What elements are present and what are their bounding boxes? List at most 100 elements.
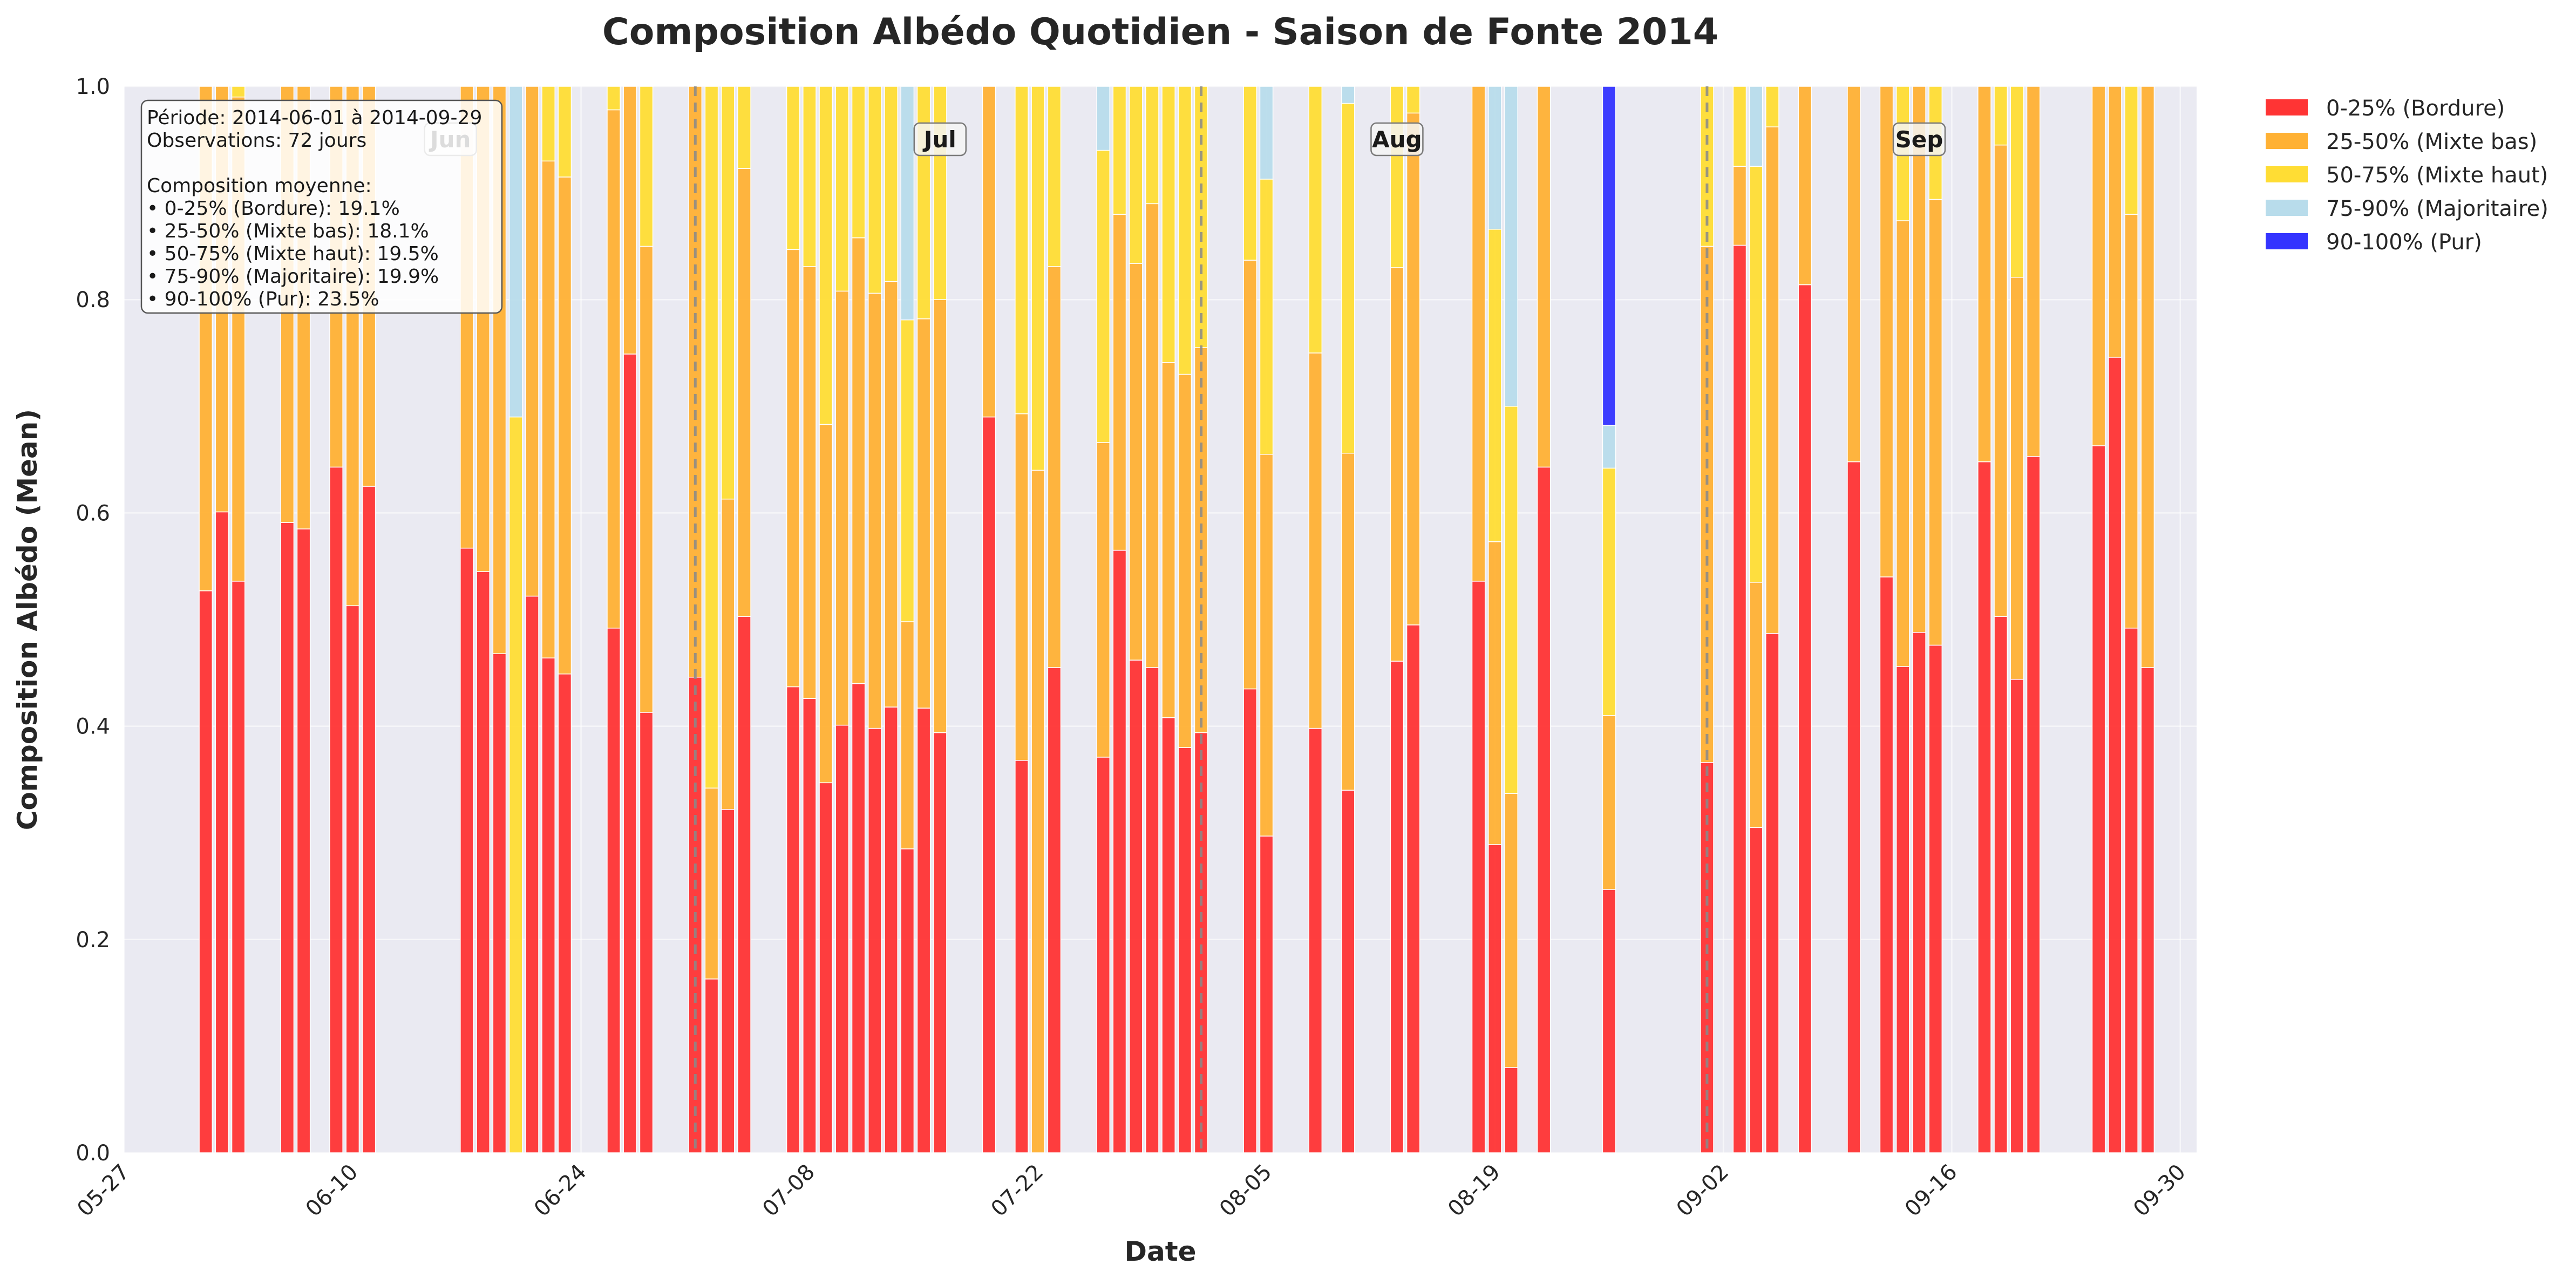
bar-segment	[1700, 762, 1714, 1153]
y-axis-label: Composition Albédo (Mean)	[12, 409, 43, 830]
bar-segment	[280, 522, 295, 1153]
bar-segment	[2010, 678, 2024, 1153]
bar-segment	[1047, 86, 1062, 267]
bar-segment	[296, 528, 311, 1153]
bar-segment	[1487, 86, 1502, 230]
bar-segment	[1977, 86, 1992, 463]
bar-segment	[1928, 644, 1943, 1153]
bar-segment	[2124, 214, 2138, 629]
bar-segment	[721, 808, 735, 1153]
bar-segment	[1047, 266, 1062, 668]
bar-segment	[1487, 844, 1502, 1153]
bar-segment	[215, 511, 229, 1153]
bar-segment	[704, 787, 719, 980]
bar-segment	[1308, 86, 1323, 354]
bar-segment	[1047, 667, 1062, 1153]
bar-segment	[1895, 220, 1910, 667]
bar-segment	[2091, 86, 2106, 446]
legend-swatch	[2266, 99, 2308, 115]
bar-segment	[1178, 747, 1192, 1153]
bar-segment	[623, 354, 637, 1153]
legend-swatch	[2266, 133, 2308, 149]
bar-segment	[2124, 86, 2138, 215]
bar-segment	[737, 616, 751, 1153]
bar-segment	[508, 416, 523, 1153]
bar-segment	[1096, 86, 1111, 151]
bar-segment	[1537, 466, 1551, 1153]
bar-segment	[541, 160, 555, 658]
bar-segment	[803, 698, 817, 1153]
bar-segment	[1308, 728, 1323, 1153]
bar-segment	[1112, 549, 1127, 1153]
bar-segment	[1879, 576, 1894, 1153]
bar-segment	[851, 237, 866, 684]
bar-segment	[1732, 244, 1747, 1153]
bar-segment	[1602, 467, 1616, 716]
bar-segment	[1341, 452, 1355, 791]
bar-segment	[1749, 582, 1763, 828]
bar-segment	[803, 86, 817, 267]
bar-segment	[868, 728, 882, 1153]
bar-segment	[1504, 86, 1518, 407]
bar-segment	[1749, 86, 1763, 167]
bar-segment	[460, 547, 474, 1153]
stats-line: Observations: 72 jours	[147, 130, 366, 152]
bar-segment	[1895, 666, 1910, 1153]
y-tick-label: 0.8	[76, 288, 110, 312]
stats-line: Composition moyenne:	[147, 175, 372, 197]
bar-segment	[721, 86, 735, 500]
legend-swatch	[2266, 200, 2308, 216]
bar-segment	[329, 466, 343, 1153]
bar-segment	[1749, 166, 1763, 583]
bar-segment	[1031, 86, 1045, 471]
bar-segment	[982, 86, 996, 418]
bar-segment	[1129, 86, 1143, 264]
legend-label: 0-25% (Bordure)	[2326, 96, 2505, 121]
month-label-box	[913, 122, 967, 157]
bar-segment	[1112, 214, 1127, 551]
bar-segment	[1765, 633, 1779, 1153]
bar-segment	[1096, 442, 1111, 758]
bar-segment	[2026, 456, 2041, 1153]
bar-segment	[2010, 86, 2024, 278]
bar-segment	[558, 674, 572, 1153]
bar-segment	[525, 595, 539, 1153]
bar-segment	[1096, 757, 1111, 1153]
stats-line: • 75-90% (Majoritaire): 19.9%	[147, 266, 439, 288]
bar-segment	[737, 86, 751, 169]
stats-line: • 25-50% (Mixte bas): 18.1%	[147, 220, 429, 242]
bar-segment	[1406, 86, 1420, 114]
bar-segment	[1994, 144, 2008, 617]
month-label: Jul	[922, 126, 956, 153]
bar-segment	[1259, 179, 1274, 455]
stats-line: • 50-75% (Mixte haut): 19.5%	[147, 243, 439, 265]
bar-segment	[1015, 760, 1029, 1153]
bar-segment	[639, 712, 654, 1153]
bar-segment	[916, 318, 931, 709]
bar-segment	[541, 657, 555, 1153]
bar-segment	[1390, 661, 1404, 1153]
bar-segment	[1602, 86, 1616, 426]
bar-segment	[199, 590, 213, 1153]
bar-segment	[2010, 276, 2024, 680]
month-label-box	[1370, 122, 1424, 157]
bar-segment	[1390, 267, 1404, 662]
bar-segment	[1015, 413, 1029, 761]
bar-segment	[508, 86, 523, 418]
bar-segment	[851, 683, 866, 1153]
bar-segment	[1341, 103, 1355, 454]
stats-box: Période: 2014-06-01 à 2014-09-29Observat…	[140, 99, 503, 314]
bar-segment	[1243, 86, 1258, 261]
bar-segment	[1879, 86, 1894, 577]
bar-segment	[884, 86, 898, 282]
bar-segment	[1847, 86, 1861, 463]
month-label: Sep	[1895, 126, 1943, 153]
bar-segment	[476, 571, 491, 1153]
bar-segment	[1243, 260, 1258, 690]
bar-segment	[1602, 715, 1616, 890]
bar-segment	[1732, 166, 1747, 246]
bar-segment	[737, 168, 751, 617]
bar-segment	[819, 424, 833, 784]
bar-segment	[1749, 827, 1763, 1153]
